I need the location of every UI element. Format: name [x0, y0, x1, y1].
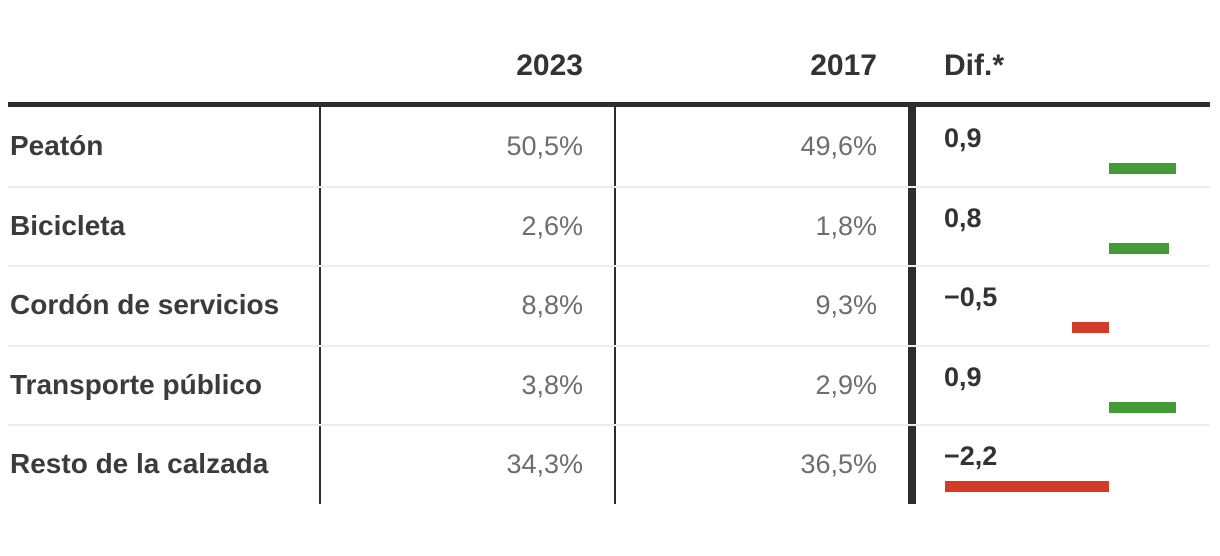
- value-2017: 36,5%: [800, 448, 877, 479]
- diff-value: 0,8: [944, 203, 982, 233]
- value-2017: 2,9%: [815, 369, 877, 400]
- row-divider: [8, 345, 1210, 347]
- header-divider: [8, 102, 1210, 107]
- diff-value: −2,2: [944, 441, 998, 471]
- diff-value: −0,5: [944, 282, 998, 312]
- diff-value: 0,9: [944, 123, 982, 153]
- diff-value: 0,9: [944, 362, 982, 392]
- table-row: Peatón 50,5% 49,6% 0,9: [0, 106, 1220, 186]
- row-label: Cordón de servicios: [10, 289, 280, 320]
- row-divider: [8, 265, 1210, 267]
- diff-bar: [1071, 322, 1110, 333]
- column-header-2023: 2023: [516, 49, 583, 82]
- row-label: Transporte público: [10, 369, 263, 400]
- row-label: Resto de la calzada: [10, 448, 269, 479]
- value-2023: 3,8%: [521, 369, 583, 400]
- value-2017: 9,3%: [815, 289, 877, 320]
- column-divider-1: [319, 107, 321, 504]
- row-label: Bicicleta: [10, 210, 126, 241]
- row-divider: [8, 424, 1210, 426]
- diff-column-divider: [908, 107, 916, 504]
- row-divider: [8, 186, 1210, 188]
- column-header-diff: Dif.*: [944, 49, 1004, 82]
- table-row: Bicicleta 2,6% 1,8% 0,8: [0, 186, 1220, 266]
- value-2023: 2,6%: [521, 210, 583, 241]
- value-2023: 50,5%: [506, 130, 583, 161]
- table-row: Cordón de servicios 8,8% 9,3% −0,5: [0, 265, 1220, 345]
- row-label: Peatón: [10, 130, 104, 161]
- value-2023: 34,3%: [506, 448, 583, 479]
- table-row: Resto de la calzada 34,3% 36,5% −2,2: [0, 424, 1220, 504]
- column-header-2017: 2017: [810, 49, 877, 82]
- value-2017: 1,8%: [815, 210, 877, 241]
- diff-bar: [1109, 163, 1176, 174]
- diff-bar: [945, 481, 1109, 492]
- column-divider-2: [614, 107, 616, 504]
- diff-bar: [1109, 243, 1169, 254]
- diff-bar: [1109, 402, 1176, 413]
- value-2017: 49,6%: [800, 130, 877, 161]
- table-row: Transporte público 3,8% 2,9% 0,9: [0, 345, 1220, 425]
- value-2023: 8,8%: [521, 289, 583, 320]
